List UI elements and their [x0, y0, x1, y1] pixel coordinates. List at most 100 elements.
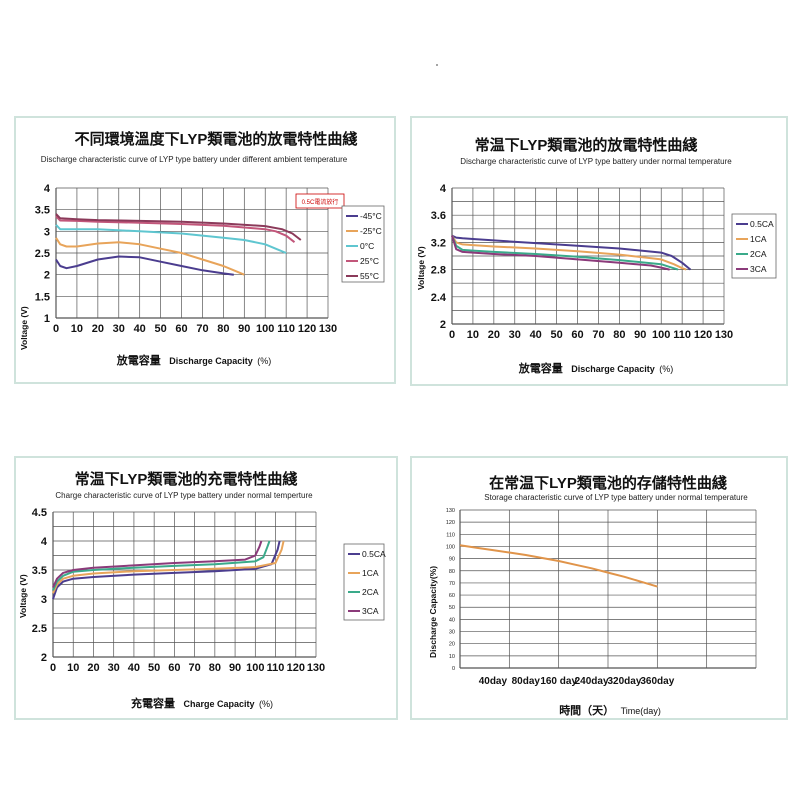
x-tick-label: 90	[238, 323, 250, 335]
series-lines	[52, 540, 285, 600]
y-axis-label: Voltage (V)	[19, 306, 29, 350]
chart-subtitle: Charge characteristic curve of LYP type …	[55, 491, 313, 500]
chart-subtitle: Discharge characteristic curve of LYP ty…	[460, 157, 732, 166]
x-tick-label: 30	[108, 662, 120, 674]
x-tick-label: 90	[229, 662, 241, 674]
x-tick-label: 90	[634, 329, 646, 341]
y-tick-label: 100	[446, 544, 455, 550]
legend-box	[343, 543, 385, 621]
chart-title: 常温下LYP類電池的放電特性曲綫	[475, 136, 698, 154]
x-tick-label: 110	[673, 329, 691, 341]
series-line-1	[451, 235, 687, 271]
x-tick-label: 10	[71, 323, 83, 335]
y-tick-label: 2	[44, 270, 50, 282]
legend-label: 55°C	[360, 271, 379, 281]
x-tick-label: 110	[277, 323, 295, 335]
x-ticks: 0 10 20 30 40 50 60 70 80 90 100 110 120 130	[50, 662, 325, 674]
series-line-0	[55, 255, 234, 276]
x-tick-label: 20	[92, 323, 104, 335]
legend-label: 3CA	[362, 606, 379, 616]
x-axis-label-en: Charge Capacity	[183, 699, 254, 709]
x-axis-label: 放電容量 Discharge Capacity (%)	[518, 359, 673, 376]
x-tick-label: 120	[694, 329, 712, 341]
y-axis-label: Discharge Capacity(%)	[428, 566, 438, 658]
x-tick-label: 20	[87, 662, 99, 674]
x-axis-label-unit: (%)	[259, 699, 273, 709]
legend-box	[341, 205, 385, 283]
series-line-3	[52, 540, 263, 588]
x-axis-label: 充電容量 Charge Capacity (%)	[131, 694, 273, 711]
legend: 0.5CA 1CA 2CA 3CA	[343, 543, 386, 621]
x-axis-label: 放電容量 Discharge Capacity (%)	[116, 351, 271, 368]
x-axis-label-en: Time(day)	[621, 706, 661, 716]
legend-label: 2CA	[362, 587, 379, 597]
chart-panel-charge: 常温下LYP類電池的充電特性曲綫 Charge characteristic c…	[14, 456, 398, 720]
series-line-0	[451, 234, 692, 271]
series-line-2	[55, 224, 287, 254]
x-tick-label: 70	[196, 323, 208, 335]
y-tick-label: 2.5	[32, 623, 47, 635]
grid	[451, 187, 725, 325]
y-tick-label: 40	[449, 617, 455, 623]
grid	[55, 187, 329, 319]
chart-title: 在常温下LYP類電池的存儲特性曲綫	[489, 474, 727, 492]
series-line-2	[52, 540, 271, 591]
x-tick-label: 50	[550, 329, 562, 341]
legend-label: 1CA	[362, 568, 379, 578]
x-tick-label: 30	[509, 329, 521, 341]
x-tick-label: 120	[298, 323, 316, 335]
x-tick-label: 240day	[575, 676, 609, 687]
x-tick-label: 100	[256, 323, 274, 335]
series-line-3	[451, 235, 670, 271]
chart-panel-storage: 在常温下LYP類電池的存儲特性曲綫 Storage characteristic…	[410, 456, 788, 720]
y-tick-label: 3.5	[32, 565, 47, 577]
y-tick-label: 2	[440, 319, 446, 331]
x-tick-label: 40	[134, 323, 146, 335]
series-line-3	[55, 215, 296, 243]
y-tick-label: 1.5	[35, 291, 50, 303]
y-tick-label: 2.8	[431, 265, 446, 277]
y-tick-label: 4	[44, 183, 51, 195]
legend-label: -25°C	[360, 226, 382, 236]
chart-svg: 常温下LYP類電池的充電特性曲綫 Charge characteristic c…	[18, 470, 386, 711]
y-tick-label: 4	[41, 536, 48, 548]
x-tick-label: 110	[267, 662, 285, 674]
series-line-1	[55, 237, 245, 276]
legend-label: 0.5CA	[750, 219, 774, 229]
x-tick-label: 70	[188, 662, 200, 674]
x-tick-label: 30	[113, 323, 125, 335]
chart-subtitle: Storage characteristic curve of LYP type…	[484, 493, 748, 502]
x-ticks: 0 10 20 30 40 50 60 70 80 90 100 110 120 130	[53, 323, 337, 335]
x-tick-label: 80day	[512, 676, 541, 687]
x-ticks: 0 10 20 30 40 50 60 70 80 90 100 110 120 130	[449, 329, 733, 341]
x-axis-label-en: Discharge Capacity	[571, 364, 655, 374]
series-lines	[55, 213, 302, 276]
legend: 0.5CA 1CA 2CA 3CA	[731, 213, 777, 279]
chart-subtitle: Discharge characteristic curve of LYP ty…	[41, 155, 348, 164]
x-tick-label: 50	[154, 323, 166, 335]
y-tick-label: 110	[446, 532, 455, 538]
y-tick-label: 50	[449, 605, 455, 611]
y-tick-label: 4.5	[32, 507, 47, 519]
y-tick-label: 3	[41, 594, 47, 606]
legend-label: 1CA	[750, 234, 767, 244]
x-tick-label: 40day	[479, 676, 508, 687]
y-ticks: 0 10 20 30 40 50 60 70 80 90 100 110 120 130	[446, 508, 455, 672]
y-tick-label: 10	[449, 654, 455, 660]
x-tick-label: 10	[67, 662, 79, 674]
stray-dot	[436, 64, 438, 66]
y-tick-label: 120	[446, 520, 455, 526]
x-axis-label-unit: (%)	[659, 364, 673, 374]
legend-label: 3CA	[750, 264, 767, 274]
y-tick-label: 130	[446, 508, 455, 514]
y-ticks: 1 1.5 2 2.5 3 3.5 4	[35, 183, 51, 325]
x-tick-label: 100	[246, 662, 264, 674]
y-ticks: 2 2.5 3 3.5 4 4.5	[32, 507, 48, 664]
x-tick-label: 10	[467, 329, 479, 341]
x-axis-label-cn: 放電容量	[518, 361, 563, 375]
y-tick-label: 60	[449, 593, 455, 599]
y-tick-label: 80	[449, 569, 455, 575]
series-lines	[459, 544, 658, 588]
note-text: 0.5C電流放行	[302, 198, 339, 206]
